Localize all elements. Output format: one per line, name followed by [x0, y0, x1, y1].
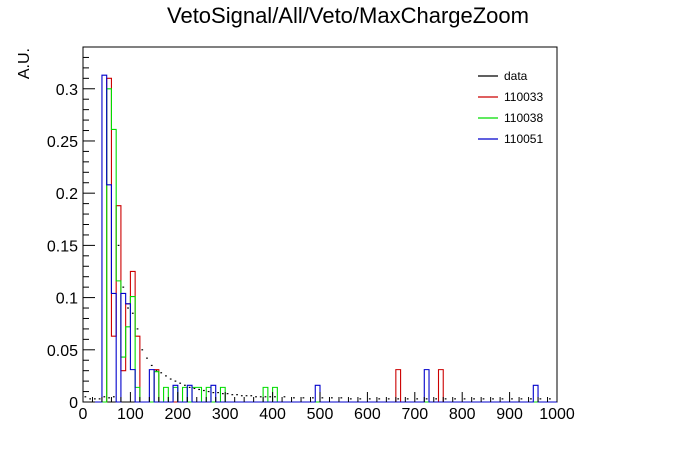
axis-layer: 0 100 200 300 400 500 600 700 800 900 1000 0 0.05 0.1…: [47, 46, 575, 423]
x-tick-label-400: 400: [259, 406, 286, 423]
x-tick-label-100: 100: [117, 406, 144, 423]
y-tick-label-0.25: 0.25: [47, 134, 78, 151]
series-110051: [83, 74, 557, 403]
series-data: [84, 244, 551, 400]
x-tick-label-700: 700: [401, 406, 428, 423]
y-tick-label-0.2: 0.2: [56, 186, 78, 203]
x-tick-label-1000: 1000: [539, 406, 575, 423]
legend-label-data: data: [504, 69, 528, 83]
y-tick-label-0: 0: [69, 395, 78, 412]
series-layer: [83, 74, 557, 403]
x-tick-label-0: 0: [79, 406, 88, 423]
y-tick-label-0.3: 0.3: [56, 82, 78, 99]
y-tick-label-0.1: 0.1: [56, 291, 78, 308]
x-tick-label-300: 300: [212, 406, 239, 423]
legend-label-110038: 110038: [504, 111, 543, 125]
x-tick-label-900: 900: [496, 406, 523, 423]
y-axis-label: A.U.: [16, 48, 33, 79]
x-tick-label-800: 800: [449, 406, 476, 423]
legend-box: [470, 64, 552, 150]
histogram-110051: [83, 74, 557, 403]
y-tick-label-0.15: 0.15: [47, 238, 78, 255]
x-tick-label-500: 500: [307, 406, 334, 423]
chart-title: VetoSignal/All/Veto/MaxChargeZoom: [167, 3, 529, 28]
legend-label-110051: 110051: [504, 132, 543, 146]
x-tick-label-600: 600: [354, 406, 381, 423]
legend-label-110033: 110033: [504, 90, 543, 104]
y-tick-label-0.05: 0.05: [47, 343, 78, 360]
x-tick-label-200: 200: [164, 406, 191, 423]
legend: data 110033 110038 110051: [470, 64, 552, 150]
